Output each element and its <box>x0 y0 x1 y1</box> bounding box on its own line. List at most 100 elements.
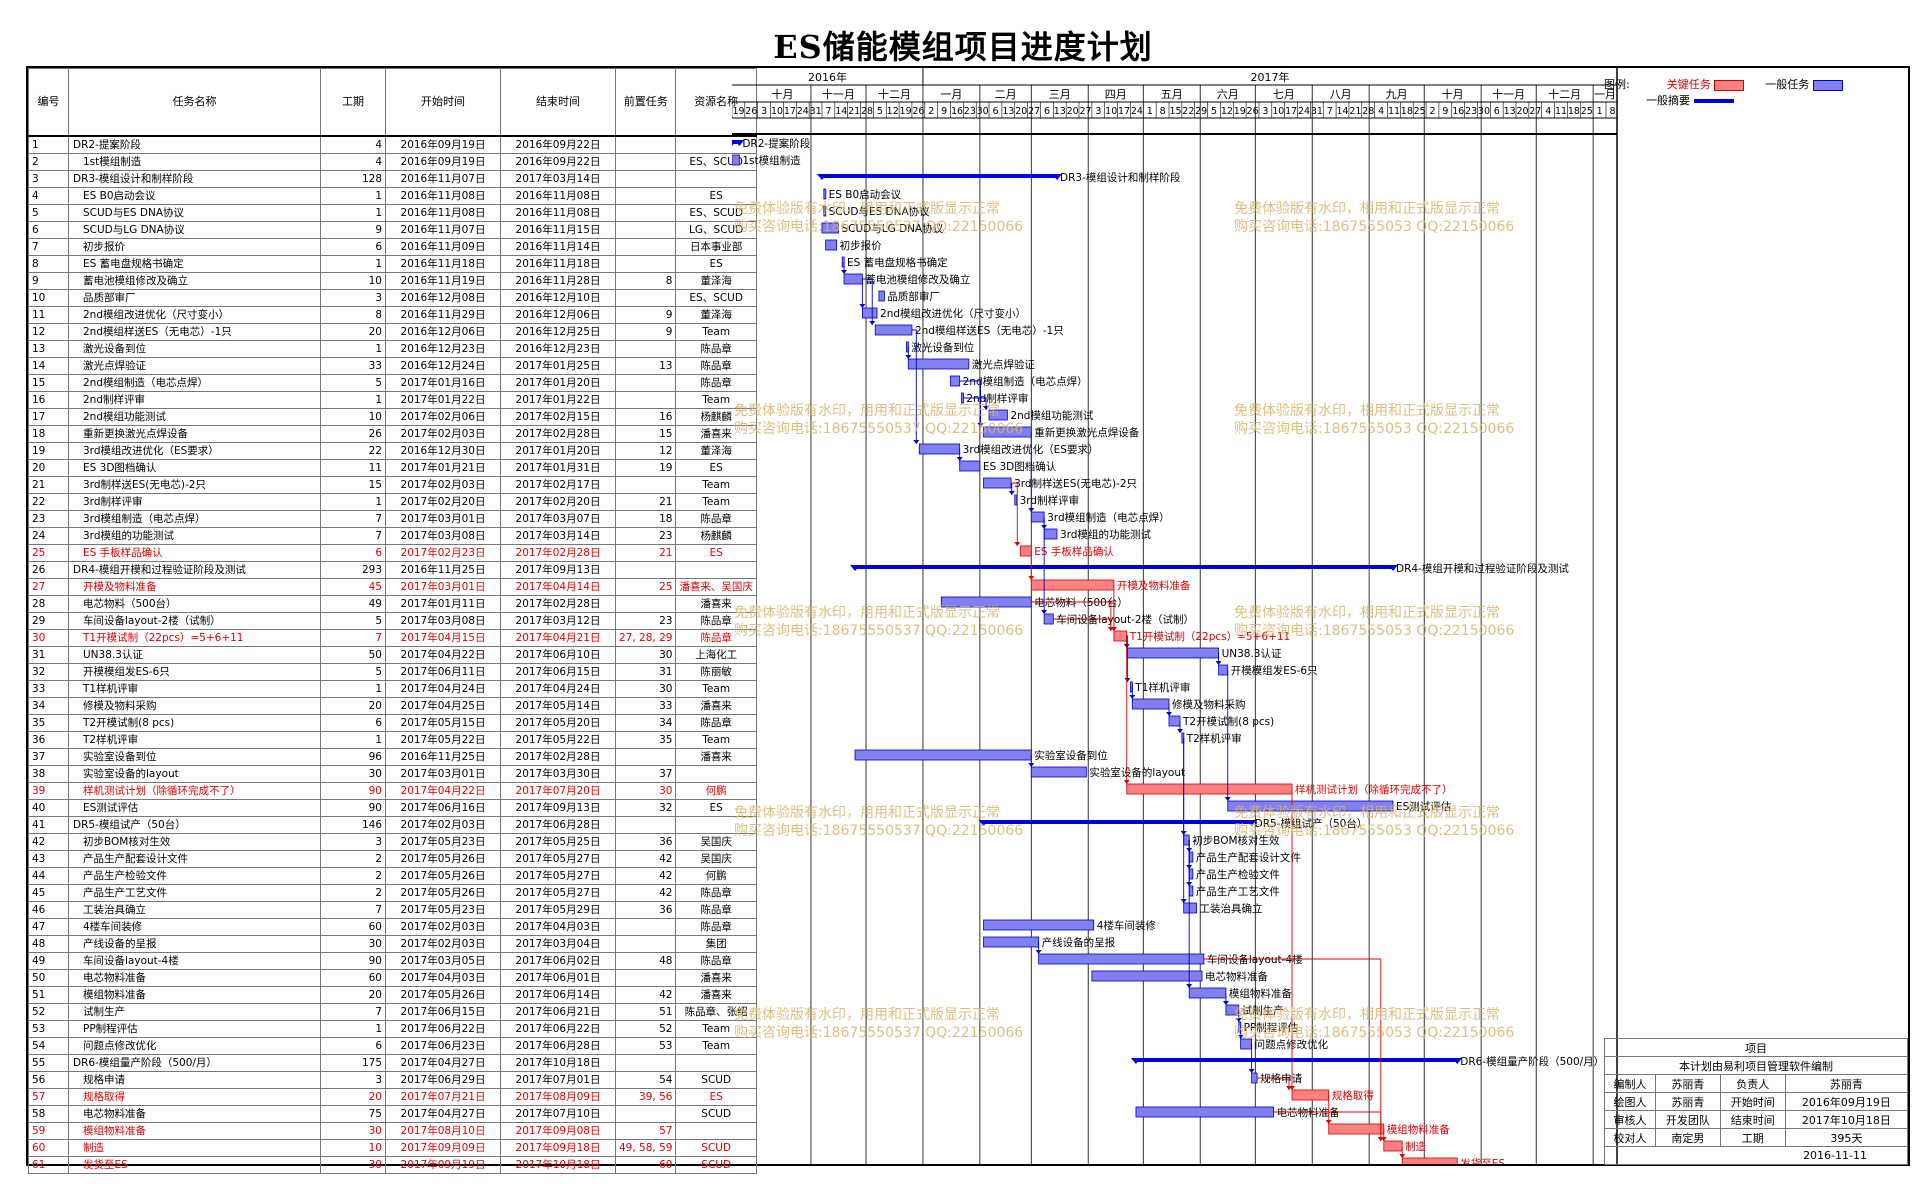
table-row[interactable]: 18 重新更换激光点焊设备 26 2017年02月03日 2017年02月28日 15 潘喜… <box>28 425 757 443</box>
table-row[interactable]: 20 ES 3D图档确认 11 2017年01月21日 2017年01月31日 19 ES <box>28 459 757 477</box>
table-row[interactable]: 46 工装治具确立 7 2017年05月23日 2017年05月29日 36 陈品章 <box>28 901 757 919</box>
table-row[interactable]: 6 SCUD与LG DNA协议 9 2016年11月07日 2016年11月15日 LG、… <box>28 221 757 239</box>
task-duration: 6 <box>320 1037 386 1055</box>
task-pred <box>614 153 677 171</box>
task-duration: 1 <box>320 493 386 511</box>
task-duration: 1 <box>320 731 386 749</box>
table-row[interactable]: 39 样机测试计划（除循环完成不了） 90 2017年04月22日 2017年07月20… <box>28 782 757 800</box>
gantt-bar-label: 制造 <box>1405 1140 1427 1153</box>
table-row[interactable]: 2 1st模组制造 4 2016年09月19日 2016年09月22日 ES、SCUD <box>28 153 757 171</box>
table-row[interactable]: 31 UN38.3认证 50 2017年04月22日 2017年06月10日 30 上海化工 <box>28 646 757 664</box>
table-row[interactable]: 13 激光设备到位 1 2016年12月23日 2016年12月23日 陈品章 <box>28 340 757 358</box>
task-duration: 20 <box>320 1088 386 1106</box>
col-header-pred[interactable]: 前置任务 <box>614 68 677 137</box>
table-row[interactable]: 45 产品生产工艺文件 2 2017年05月26日 2017年05月27日 42 陈品章 <box>28 884 757 902</box>
table-row[interactable]: 23 3rd模组制造（电芯点焊） 7 2017年03月01日 2017年03月07日 18… <box>28 510 757 528</box>
table-row[interactable]: 27 开模及物料准备 45 2017年03月01日 2017年04月14日 25 潘喜来、吴… <box>28 578 757 596</box>
task-bar <box>825 239 838 251</box>
gantt-bar-label: ES 3D图档确认 <box>983 460 1057 473</box>
table-row[interactable]: 19 3rd模组改进优化（ES要求） 22 2016年12月30日 2017年01月20… <box>28 442 757 460</box>
table-row[interactable]: 33 T1样机评审 1 2017年04月24日 2017年04月24日 30 Team <box>28 680 757 698</box>
table-row[interactable]: 35 T2开模试制(8 pcs) 6 2017年05月15日 2017年05月20日 34… <box>28 714 757 732</box>
col-header-duration[interactable]: 工期 <box>320 68 386 137</box>
table-row[interactable]: 58 电芯物料准备 75 2017年04月27日 2017年07月10日 SCUD <box>28 1105 757 1123</box>
task-name: T2开模试制(8 pcs) <box>68 714 321 732</box>
table-row[interactable]: 10 品质部审厂 3 2016年12月08日 2016年12月10日 ES、SCUD <box>28 289 757 307</box>
table-row[interactable]: 12 2nd模组样送ES（无电芯）-1只 20 2016年12月06日 2016年12月… <box>28 323 757 341</box>
summary-bar-end-marker <box>1051 174 1062 180</box>
task-duration: 60 <box>320 918 386 936</box>
table-row[interactable]: 11 2nd模组改进优化（尺寸变小） 8 2016年11月29日 2016年12月06日… <box>28 306 757 324</box>
table-row[interactable]: 34 修模及物料采购 20 2017年04月25日 2017年05月14日 33 潘喜来 <box>28 697 757 715</box>
table-row[interactable]: 42 初步BOM核对生效 3 2017年05月23日 2017年05月25日 36 吴国庆 <box>28 833 757 851</box>
table-row[interactable]: 4 ES B0启动会议 1 2016年11月08日 2016年11月08日 ES <box>28 187 757 205</box>
table-row[interactable]: 59 模组物料准备 30 2017年08月10日 2017年09月08日 57 <box>28 1122 757 1140</box>
task-name: 3rd制样送ES(无电芯)-2只 <box>68 476 321 494</box>
table-row[interactable]: 25 ES 手板样品确认 6 2017年02月23日 2017年02月28日 21 ES <box>28 544 757 562</box>
task-duration: 5 <box>320 663 386 681</box>
col-header-end[interactable]: 结束时间 <box>500 68 616 137</box>
table-row[interactable]: 26 DR4-模组开模和过程验证阶段及测试 293 2016年11月25日 2017年0… <box>28 561 757 579</box>
task-end: 2016年11月08日 <box>500 204 616 222</box>
table-row[interactable]: 47 4楼车间装修 60 2017年02月03日 2017年04月03日 陈品章 <box>28 918 757 936</box>
task-name: 修模及物料采购 <box>68 697 321 715</box>
table-row[interactable]: 15 2nd模组制造（电芯点焊） 5 2017年01月16日 2017年01月20日 陈品… <box>28 374 757 392</box>
table-row[interactable]: 48 产线设备的呈报 30 2017年02月03日 2017年03月04日 集团 <box>28 935 757 953</box>
gantt-bar-label: 实验室设备到位 <box>1034 749 1108 762</box>
task-bar <box>1091 970 1203 982</box>
table-row[interactable]: 3 DR3-模组设计和制样阶段 128 2016年11月07日 2017年03月14日 <box>28 170 757 188</box>
col-header-start[interactable]: 开始时间 <box>385 68 501 137</box>
table-row[interactable]: 21 3rd制样送ES(无电芯)-2只 15 2017年02月03日 2017年02月1… <box>28 476 757 494</box>
table-row[interactable]: 56 规格申请 3 2017年06月29日 2017年07月01日 54 SCUD <box>28 1071 757 1089</box>
table-row[interactable]: 43 产品生产配套设计文件 2 2017年05月26日 2017年05月27日 42 吴国庆 <box>28 850 757 868</box>
table-row[interactable]: 8 ES 蓄电盘规格书确定 1 2016年11月18日 2016年11月18日 ES <box>28 255 757 273</box>
table-row[interactable]: 36 T2样机评审 1 2017年05月22日 2017年05月22日 35 Team <box>28 731 757 749</box>
task-name: 规格取得 <box>68 1088 321 1106</box>
dependency-arrowhead <box>1014 542 1021 546</box>
task-start: 2016年09月19日 <box>385 153 501 171</box>
table-row[interactable]: 41 DR5-模组试产（50台） 146 2017年02月03日 2017年06月28日 <box>28 816 757 834</box>
gantt-bar-label: 开模及物料准备 <box>1117 579 1191 592</box>
table-row[interactable]: 54 问题点修改优化 6 2017年06月23日 2017年06月28日 53 Team <box>28 1037 757 1055</box>
task-res: 潘喜来 <box>675 986 757 1004</box>
table-row[interactable]: 51 模组物料准备 20 2017年05月26日 2017年06月14日 42 潘喜来 <box>28 986 757 1004</box>
table-row[interactable]: 44 产品生产检验文件 2 2017年05月26日 2017年05月27日 42 何鹏 <box>28 867 757 885</box>
timeline-day-label: 23 <box>964 106 976 117</box>
table-row[interactable]: 32 开模模组发ES-6只 5 2017年06月11日 2017年06月15日 31 陈丽敏 <box>28 663 757 681</box>
task-bar <box>878 290 885 302</box>
table-row[interactable]: 50 电芯物料准备 60 2017年04月03日 2017年06月01日 潘喜来 <box>28 969 757 987</box>
table-row[interactable]: 40 ES测试评估 90 2017年06月16日 2017年09月13日 32 ES <box>28 799 757 817</box>
table-row[interactable]: 24 3rd模组的功能测试 7 2017年03月08日 2017年03月14日 23 杨麒麟 <box>28 527 757 545</box>
table-row[interactable]: 7 初步报价 6 2016年11月09日 2016年11月14日 日本事业部 <box>28 238 757 256</box>
col-header-id[interactable]: 编号 <box>28 68 69 137</box>
table-row[interactable]: 37 实验室设备到位 96 2016年11月25日 2017年02月28日 潘喜来 <box>28 748 757 766</box>
table-row[interactable]: 29 车间设备layout-2楼（试制） 5 2017年03月08日 2017年03月1… <box>28 612 757 630</box>
task-bar <box>983 919 1095 931</box>
table-row[interactable]: 14 激光点焊验证 33 2016年12月24日 2017年01月25日 13 陈品章 <box>28 357 757 375</box>
table-row[interactable]: 60 制造 10 2017年09月09日 2017年09月18日 49, 58, 59 SC… <box>28 1139 757 1157</box>
table-row[interactable]: 5 SCUD与ES DNA协议 1 2016年11月08日 2016年11月08日 ES、… <box>28 204 757 222</box>
table-row[interactable]: 22 3rd制样评审 1 2017年02月20日 2017年02月20日 21 Team <box>28 493 757 511</box>
table-row[interactable]: 53 PP制程评估 1 2017年06月22日 2017年06月22日 52 Team <box>28 1020 757 1038</box>
task-end: 2017年02月15日 <box>500 408 616 426</box>
gantt-bar-label: 4楼车间装修 <box>1097 919 1157 932</box>
table-row[interactable]: 9 蓄电池模组修改及确立 10 2016年11月19日 2016年11月28日 8 董泽海 <box>28 272 757 290</box>
task-pred <box>614 391 677 409</box>
table-row[interactable]: 28 电芯物料（500台） 49 2017年01月11日 2017年02月28日 潘喜来 <box>28 595 757 613</box>
table-row[interactable]: 30 T1开模试制（22pcs）=5+6+11 7 2017年04月15日 2017年0… <box>28 629 757 647</box>
task-duration: 30 <box>320 935 386 953</box>
col-header-name[interactable]: 任务名称 <box>68 68 321 137</box>
task-id: 2 <box>28 153 69 171</box>
task-pred <box>614 255 677 273</box>
table-row[interactable]: 55 DR6-模组量产阶段（500/月） 175 2017年04月27日 2017年10… <box>28 1054 757 1072</box>
table-row[interactable]: 61 发货至ES 30 2017年09月19日 2017年10月18日 60 SCUD <box>28 1156 757 1174</box>
table-row[interactable]: 57 规格取得 20 2017年07月21日 2017年08月09日 39, 56 ES <box>28 1088 757 1106</box>
table-row[interactable]: 52 试制生产 7 2017年06月15日 2017年06月21日 51 陈品章、张绍 <box>28 1003 757 1021</box>
table-row[interactable]: 17 2nd模组功能测试 10 2017年02月06日 2017年02月15日 16 杨麒麟 <box>28 408 757 426</box>
watermark-line2: 购买咨询电话:1867555053 QQ:22150066 <box>1234 421 1515 437</box>
table-row[interactable]: 1 DR2-提案阶段 4 2016年09月19日 2016年09月22日 <box>28 135 757 154</box>
table-row[interactable]: 49 车间设备layout-4楼 90 2017年03月05日 2017年06月02日 4… <box>28 952 757 970</box>
table-row[interactable]: 38 实验室设备的layout 30 2017年03月01日 2017年03月30日 37 <box>28 765 757 783</box>
gantt-bar-label: 车间设备layout-2楼（试制） <box>1056 613 1194 626</box>
table-row[interactable]: 16 2nd制样评审 1 2017年01月22日 2017年01月22日 Team <box>28 391 757 409</box>
